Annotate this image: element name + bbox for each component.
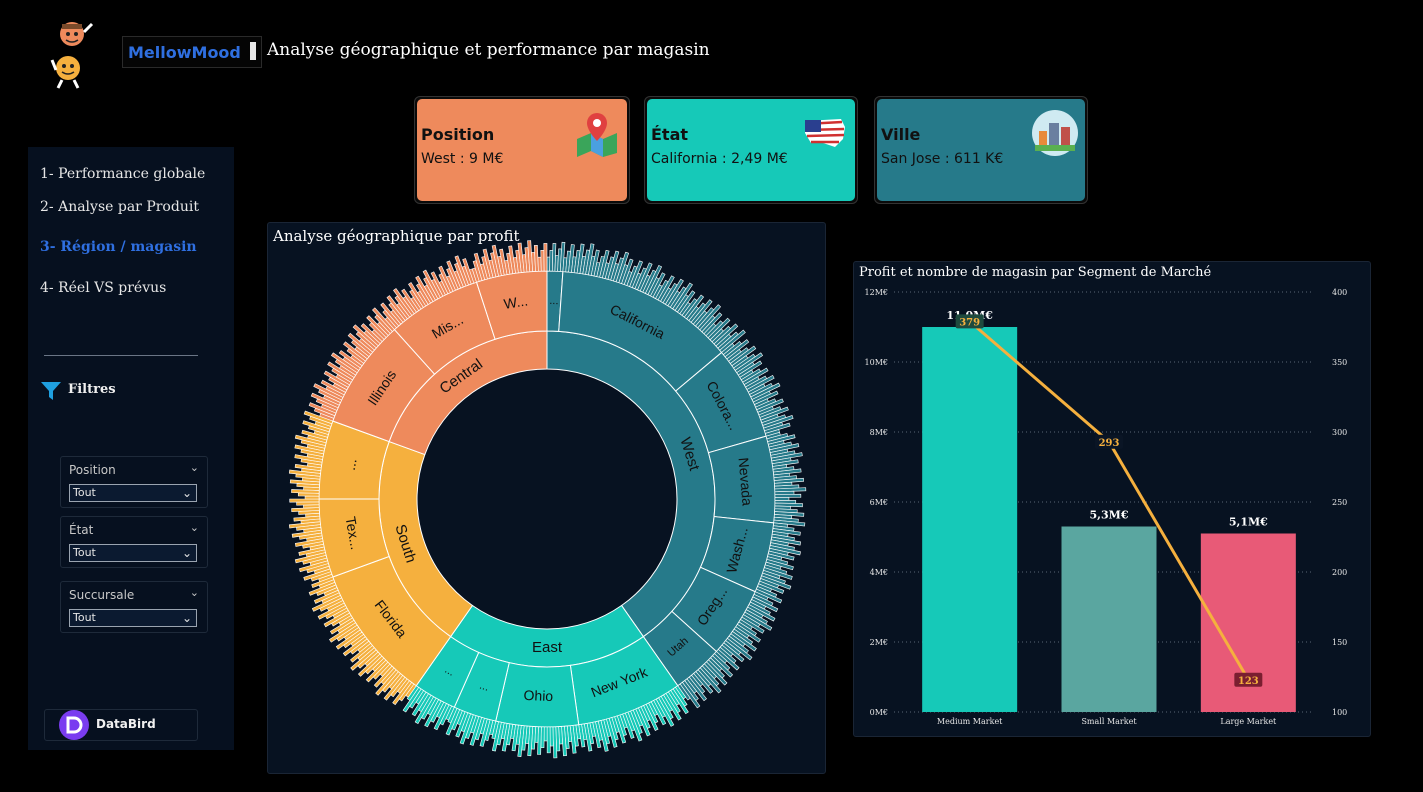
y-left-tick-label: 4M€ <box>870 568 888 577</box>
brand-name: MellowMood <box>128 42 241 62</box>
y-left-tick-label: 6M€ <box>870 498 888 507</box>
line-point-badge <box>955 314 984 329</box>
kpi-value: West : 9 M€ <box>421 151 504 167</box>
chevron-down-icon: ⌄ <box>181 611 192 625</box>
chevron-down-icon[interactable]: ⌄ <box>189 586 199 599</box>
slicer-etat: État ⌄ Tout ⌄ <box>60 516 208 568</box>
chevron-down-icon: ⌄ <box>181 486 192 500</box>
y-left-tick-label: 10M€ <box>865 358 888 367</box>
slicer-position: Position ⌄ Tout ⌄ <box>60 456 208 508</box>
combo-chart[interactable]: 0M€ 2M€ 4M€ 6M€ 8M€ 10M€ 12M€ 100 150 200 250 300 35… <box>854 262 1370 736</box>
bar-panel: Profit et nombre de magasin par Segment … <box>853 261 1371 737</box>
sunburst-state-label: Ohio <box>523 687 553 704</box>
sunburst-panel: Analyse géographique par profit West... C… <box>267 222 826 774</box>
sunburst-chart[interactable]: West... CaliforniaColora...NevadaWash...O… <box>268 223 825 773</box>
sunburst-city-segment <box>543 243 548 272</box>
nav-performance-globale[interactable]: 1- Performance globale <box>40 166 206 182</box>
mellowmood-logo <box>50 22 94 89</box>
slicer-succursale-select[interactable]: Tout ⌄ <box>69 609 197 627</box>
line-data-label: 379 <box>959 317 980 328</box>
x-tick-label: Small Market <box>1081 717 1137 726</box>
sunburst-title: Analyse géographique par profit <box>273 227 520 245</box>
sidebar: 1- Performance globale 2- Analyse par Pr… <box>28 147 234 750</box>
sunburst-city-segment <box>304 495 320 500</box>
slicer-value: Tout <box>73 611 96 624</box>
kpi-card-etat: État California : 2,49 M€ <box>644 96 858 204</box>
funnel-icon <box>41 382 61 400</box>
slicer-succursale: Succursale ⌄ Tout ⌄ <box>60 581 208 633</box>
sunburst-city-segment <box>543 726 548 742</box>
databird-logo-icon <box>59 710 89 740</box>
databird-badge[interactable]: DataBird <box>44 709 198 741</box>
chevron-down-icon[interactable]: ⌄ <box>189 521 199 534</box>
bar-medium-market <box>922 327 1018 712</box>
y-left-tick-label: 0M€ <box>870 708 888 717</box>
city-icon <box>1032 110 1078 156</box>
y-left-tick-label: 8M€ <box>870 428 888 437</box>
sunburst-city-segment <box>774 497 790 501</box>
sunburst-city-segment <box>289 498 320 503</box>
slicer-value: Tout <box>73 486 96 499</box>
slicer-label: Position <box>69 463 116 477</box>
line-point-badge <box>1234 672 1263 687</box>
line-data-label: 123 <box>1238 676 1259 687</box>
chevron-down-icon: ⌄ <box>181 546 192 560</box>
y-right-tick-label: 400 <box>1332 288 1347 297</box>
slicer-position-select[interactable]: Tout ⌄ <box>69 484 197 502</box>
line-data-label: 293 <box>1099 438 1120 449</box>
sunburst-region-label: East <box>532 639 563 656</box>
chevron-down-icon[interactable]: ⌄ <box>189 461 199 474</box>
y-right-tick-label: 300 <box>1332 428 1347 437</box>
slicer-label: Succursale <box>69 588 135 602</box>
sunburst-city-segment <box>546 726 551 754</box>
sunburst-state-label: ... <box>549 295 559 307</box>
y-right-tick-label: 100 <box>1332 708 1347 717</box>
sunburst-state-label: Nevada <box>735 457 755 507</box>
bar-small-market <box>1061 526 1157 712</box>
slicer-etat-select[interactable]: Tout ⌄ <box>69 544 197 562</box>
brand-box: MellowMood <box>122 36 262 68</box>
sunburst-city-segment <box>774 493 802 498</box>
nav-analyse-produit[interactable]: 2- Analyse par Produit <box>40 199 199 215</box>
line-point-badge <box>1095 434 1123 449</box>
kpi-title: État <box>651 125 689 144</box>
page-title: Analyse géographique et performance par … <box>267 40 710 60</box>
kpi-card-position: Position West : 9 M€ <box>414 96 630 204</box>
nav-reel-vs-prevus[interactable]: 4- Réel VS prévus <box>40 280 167 296</box>
sidebar-divider <box>44 355 198 356</box>
y-right-tick-label: 150 <box>1332 638 1347 647</box>
y-right-tick-label: 350 <box>1332 358 1347 367</box>
sunburst-state-label: Tex... <box>343 515 365 551</box>
bar-data-label: 5,3M€ <box>1090 509 1129 522</box>
slicer-value: Tout <box>73 546 96 559</box>
filters-label: Filtres <box>68 382 116 397</box>
bar-chart-title: Profit et nombre de magasin par Segment … <box>859 265 1212 280</box>
usa-flag-map-icon <box>804 119 845 147</box>
kpi-value: San Jose : 611 K€ <box>881 151 1004 167</box>
brand-cursor <box>250 42 256 60</box>
bar-data-label: 5,1M€ <box>1229 516 1268 529</box>
y-right-tick-label: 200 <box>1332 568 1347 577</box>
kpi-value: California : 2,49 M€ <box>651 151 788 167</box>
sunburst-state-label: ... <box>342 457 360 471</box>
sunburst-state-label: W... <box>503 292 529 312</box>
y-left-tick-label: 2M€ <box>870 638 888 647</box>
y-right-tick-label: 250 <box>1332 498 1347 507</box>
kpi-title: Position <box>421 125 495 144</box>
sunburst-state-label: ... <box>478 680 491 694</box>
kpi-card-ville: Ville San Jose : 611 K€ <box>874 96 1088 204</box>
databird-name: DataBird <box>96 717 156 731</box>
x-tick-label: Medium Market <box>937 717 1003 726</box>
nav-region-magasin[interactable]: 3- Région / magasin <box>40 239 197 255</box>
x-tick-label: Large Market <box>1220 717 1277 726</box>
kpi-title: Ville <box>881 125 921 144</box>
map-pin-icon <box>577 113 617 157</box>
y-left-tick-label: 12M€ <box>865 288 888 297</box>
slicer-label: État <box>69 523 94 537</box>
